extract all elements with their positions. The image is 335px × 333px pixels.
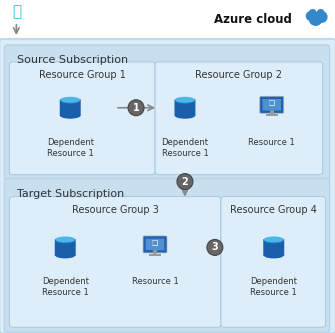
Text: ❑: ❑ — [152, 239, 158, 245]
Text: Source Subscription: Source Subscription — [17, 55, 129, 65]
FancyBboxPatch shape — [0, 39, 335, 333]
Bar — [270, 110, 274, 114]
Circle shape — [309, 12, 323, 26]
Text: 1: 1 — [133, 103, 139, 113]
Ellipse shape — [60, 97, 80, 103]
Text: Resource 1: Resource 1 — [248, 138, 295, 147]
Text: Resource 1: Resource 1 — [132, 277, 179, 286]
Circle shape — [316, 11, 328, 23]
Circle shape — [309, 9, 317, 17]
FancyBboxPatch shape — [4, 45, 330, 180]
Ellipse shape — [175, 97, 195, 103]
FancyBboxPatch shape — [155, 62, 323, 174]
FancyBboxPatch shape — [9, 196, 221, 327]
Text: Dependent
Resource 1: Dependent Resource 1 — [250, 277, 297, 297]
FancyBboxPatch shape — [260, 96, 284, 113]
Circle shape — [207, 239, 223, 255]
Text: Target Subscription: Target Subscription — [17, 188, 125, 198]
Text: ❑: ❑ — [269, 100, 275, 106]
Ellipse shape — [55, 236, 75, 242]
Bar — [153, 250, 157, 254]
Circle shape — [128, 100, 144, 116]
FancyBboxPatch shape — [175, 99, 195, 116]
Text: Resource Group 1: Resource Group 1 — [39, 70, 126, 80]
Ellipse shape — [55, 252, 75, 258]
Text: 👤: 👤 — [12, 4, 21, 19]
FancyBboxPatch shape — [55, 239, 76, 256]
FancyBboxPatch shape — [146, 239, 164, 250]
FancyBboxPatch shape — [9, 62, 155, 174]
Ellipse shape — [264, 236, 284, 242]
Ellipse shape — [60, 98, 80, 104]
Text: Dependent
Resource 1: Dependent Resource 1 — [47, 138, 94, 158]
FancyBboxPatch shape — [60, 99, 81, 116]
Ellipse shape — [175, 113, 195, 119]
Ellipse shape — [264, 237, 284, 243]
Text: Resource Group 4: Resource Group 4 — [230, 204, 317, 214]
FancyBboxPatch shape — [263, 99, 281, 111]
Circle shape — [306, 11, 316, 21]
Ellipse shape — [60, 113, 80, 119]
FancyBboxPatch shape — [143, 236, 167, 253]
Text: Resource Group 3: Resource Group 3 — [72, 204, 158, 214]
Bar — [266, 114, 278, 116]
Text: Resource Group 2: Resource Group 2 — [195, 70, 282, 80]
Text: Dependent
Resource 1: Dependent Resource 1 — [42, 277, 89, 297]
Ellipse shape — [55, 237, 75, 243]
FancyBboxPatch shape — [221, 196, 326, 327]
FancyBboxPatch shape — [4, 178, 330, 332]
Circle shape — [177, 173, 193, 189]
Ellipse shape — [264, 252, 284, 258]
Text: 2: 2 — [182, 176, 188, 186]
Bar — [149, 254, 161, 256]
Circle shape — [317, 9, 325, 17]
Text: Dependent
Resource 1: Dependent Resource 1 — [161, 138, 208, 158]
FancyBboxPatch shape — [263, 239, 284, 256]
Text: Azure cloud: Azure cloud — [214, 13, 292, 26]
Ellipse shape — [175, 98, 195, 104]
Text: 3: 3 — [211, 242, 218, 252]
